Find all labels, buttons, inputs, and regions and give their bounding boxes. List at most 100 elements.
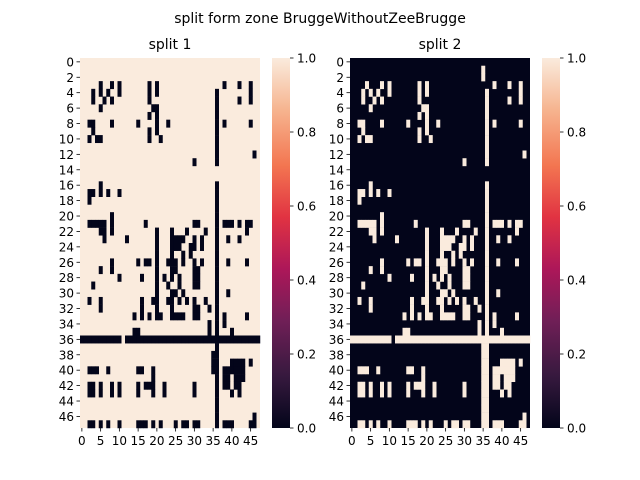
heatmap-cell — [241, 358, 246, 367]
heatmap-cell — [147, 335, 152, 344]
y-tick-label: 28 — [59, 271, 74, 285]
heatmap-cell — [357, 219, 362, 228]
heatmap-cell — [357, 189, 362, 197]
heatmap-cell — [181, 250, 186, 259]
y-tick-label: 44 — [59, 395, 74, 409]
heatmap-cell — [372, 96, 377, 105]
heatmap-cell — [365, 219, 369, 228]
heatmap-cell — [361, 366, 366, 375]
y-tick-label: 46 — [329, 410, 344, 424]
heatmap-cell — [357, 135, 362, 144]
heatmap-cell — [357, 420, 362, 429]
heatmap-cell — [125, 335, 129, 344]
heatmap-cell — [380, 389, 384, 398]
heatmap-cell — [368, 135, 373, 144]
heatmap-cell — [402, 335, 407, 344]
heatmap-cell — [440, 266, 444, 275]
heatmap-cell — [177, 273, 182, 282]
heatmap-cell — [196, 304, 201, 313]
heatmap-cell — [222, 335, 227, 344]
heatmap-cell — [196, 281, 201, 290]
heatmap-cell — [406, 366, 411, 375]
heatmap-cell — [485, 219, 489, 228]
y-tick-label: 24 — [59, 240, 74, 254]
heatmap-cell — [368, 104, 373, 113]
heatmap-cell — [170, 296, 174, 305]
heatmap-cell — [166, 335, 171, 344]
heatmap-cell — [151, 104, 156, 113]
heatmap-cell — [155, 289, 159, 298]
heatmap-cell — [132, 312, 137, 321]
heatmap-cell — [451, 335, 456, 344]
heatmap-cell — [192, 304, 197, 313]
heatmap-cell — [361, 189, 366, 197]
heatmap-cell — [140, 304, 144, 313]
heatmap-cell — [98, 181, 103, 190]
heatmap-cell — [440, 312, 444, 321]
heatmap-cell — [353, 335, 358, 344]
heatmap-cell — [91, 281, 96, 290]
heatmap-cell — [443, 258, 448, 267]
heatmap-cell — [451, 250, 456, 259]
heatmap-cell — [143, 219, 148, 228]
heatmap-cell — [196, 273, 201, 282]
heatmap-cell — [518, 88, 523, 97]
heatmap-cell — [361, 127, 366, 136]
heatmap-cell — [507, 381, 512, 390]
colorbar-gradient — [542, 58, 560, 428]
heatmap-cell — [155, 111, 159, 120]
heatmap-cell — [492, 420, 497, 429]
heatmap-cell — [380, 219, 384, 228]
heatmap-cell — [87, 420, 92, 429]
heatmap-cell — [440, 273, 444, 282]
heatmap-cell — [166, 281, 171, 290]
heatmap-cell — [443, 266, 448, 275]
heatmap-cell — [485, 158, 489, 167]
colorbar-gradient — [272, 58, 290, 428]
heatmap-cell — [248, 219, 253, 228]
heatmap-cell — [515, 219, 519, 228]
heatmap-cell — [455, 296, 459, 305]
heatmap-cell — [492, 119, 497, 128]
heatmap-cell — [241, 366, 246, 375]
heatmap-cell — [406, 327, 411, 336]
heatmap-cell — [173, 335, 178, 344]
heatmap-cell — [192, 219, 197, 228]
heatmap-cell — [222, 219, 227, 228]
heatmap-cell — [428, 135, 433, 144]
heatmap-cell — [466, 304, 471, 313]
heatmap-cell — [518, 420, 523, 429]
heatmap-cell — [436, 119, 441, 128]
heatmap-cell — [462, 420, 467, 429]
x-tick-label: 45 — [513, 434, 528, 448]
heatmap-cell — [425, 227, 429, 236]
heatmap-cell — [425, 266, 429, 275]
heatmap-cell — [215, 389, 219, 398]
heatmap-split-1 — [80, 58, 261, 429]
heatmap-cell — [162, 381, 167, 390]
heatmap-cell — [368, 420, 373, 429]
heatmap-cell — [158, 312, 163, 321]
heatmap-cell — [110, 266, 114, 275]
heatmap-cell — [466, 266, 471, 275]
heatmap-cell — [237, 358, 242, 367]
heatmap-cell — [522, 335, 527, 344]
heatmap-cell — [485, 96, 489, 105]
heatmap-cell — [98, 266, 103, 275]
heatmap-cell — [406, 119, 411, 128]
heatmap-cell — [245, 258, 249, 267]
heatmap-cell — [368, 227, 373, 236]
heatmap-cell — [485, 150, 489, 159]
heatmap-cell — [170, 335, 174, 344]
heatmap-cell — [421, 296, 426, 305]
y-tick-label: 6 — [336, 102, 344, 116]
heatmap-cell — [215, 397, 219, 406]
heatmap-cell — [233, 358, 238, 367]
colorbar-split-1: 0.0 0.2 0.4 0.6 0.8 1.0 — [272, 52, 316, 436]
heatmap-cell — [132, 335, 137, 344]
heatmap-cell — [485, 358, 489, 367]
heatmap-cell — [485, 350, 489, 359]
heatmap-cell — [215, 412, 219, 421]
heatmap-cell — [410, 335, 414, 344]
heatmap-cell — [357, 196, 362, 205]
